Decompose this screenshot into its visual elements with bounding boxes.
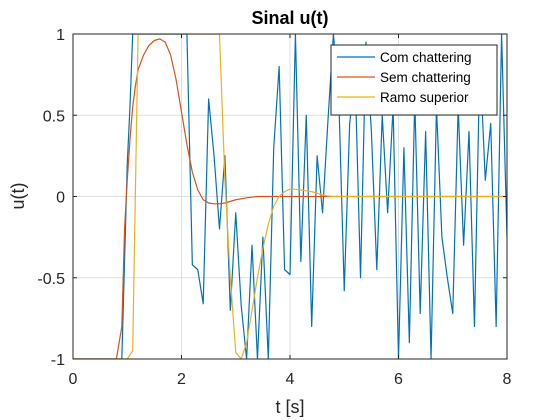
legend: Com chattering Sem chattering Ramo superio…	[330, 44, 498, 116]
series-line-2	[73, 34, 507, 359]
y-tick-label: -0.5	[37, 271, 65, 288]
x-tick-label: 0	[69, 371, 78, 388]
y-tick-label: 1	[56, 27, 65, 44]
y-tick-label: 0	[56, 190, 65, 207]
x-tick-label: 2	[177, 371, 186, 388]
legend-label-0: Com chattering	[380, 50, 472, 65]
x-axis-label: t [s]	[275, 397, 304, 417]
x-tick-label: 8	[503, 371, 512, 388]
legend-label-1: Sem chattering	[380, 70, 471, 85]
y-axis-label: u(t)	[8, 183, 28, 210]
series-lines	[73, 34, 507, 359]
chart-title: Sinal u(t)	[252, 8, 329, 28]
y-tick-label: 0.5	[43, 108, 65, 125]
ticks: 0 2 4 6 8 -1 -0.5 0 0.5 1	[37, 27, 511, 388]
x-tick-label: 4	[286, 371, 295, 388]
legend-label-2: Ramo superior	[380, 90, 469, 105]
series-line-0	[73, 34, 507, 359]
y-tick-label: -1	[51, 352, 65, 369]
x-tick-label: 6	[394, 371, 403, 388]
